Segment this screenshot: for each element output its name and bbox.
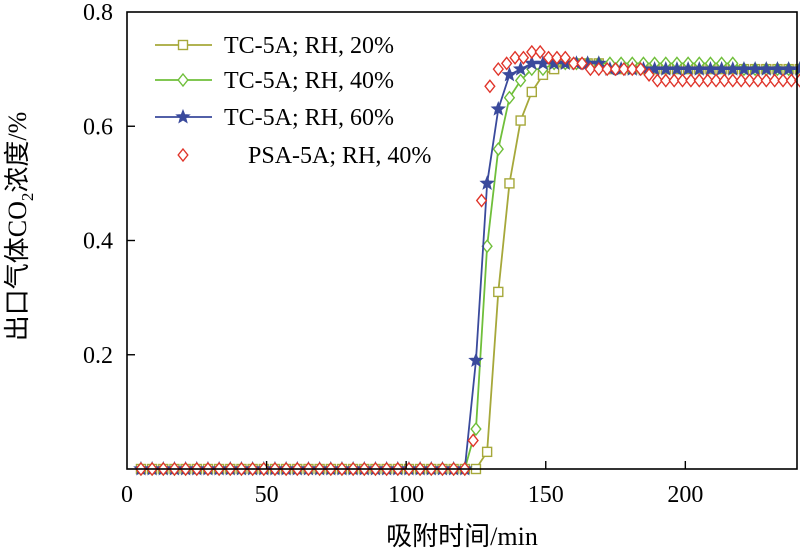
series-3-point-50: [634, 62, 647, 77]
series-3-point-37: [526, 44, 538, 60]
series-3-point-59: [710, 73, 722, 88]
series-3-point-38: [534, 44, 546, 60]
legend-item-tc5a-rh60: TC-5A; RH, 60%: [155, 105, 394, 131]
series-3-point-51: [643, 67, 655, 82]
x-tick-label-0: 0: [121, 482, 133, 508]
series-3-point-41: [559, 50, 571, 65]
series-3-point-43: [576, 56, 588, 71]
series-3-point-52: [651, 73, 664, 88]
series-3-point-67: [777, 73, 789, 88]
series-3-point-45: [593, 62, 605, 77]
legend-label-0: TC-5A; RH, 20%: [224, 33, 394, 59]
legend-item-psa5a-rh40: PSA-5A; RH, 40%: [177, 143, 431, 169]
y-tick-label-0.2: 0.2: [83, 343, 113, 369]
series-3-point-61: [727, 73, 739, 88]
series-3-point-54: [668, 73, 680, 88]
y-axis-title-subscript: 2: [18, 193, 37, 202]
series-0-point-34: [515, 115, 526, 126]
x-tick-label-100: 100: [388, 482, 424, 508]
series-3-point-46: [601, 62, 613, 77]
series-0-point-35: [526, 86, 537, 98]
series-1-point-33: [503, 90, 516, 105]
series-3-point-48: [618, 62, 630, 77]
series-1-point-34: [514, 73, 527, 88]
legend-label-1: TC-5A; RH, 40%: [224, 68, 394, 94]
x-tick-label-200: 200: [667, 482, 703, 508]
series-3-point-53: [660, 73, 672, 88]
series-3-point-44: [584, 62, 597, 77]
y-axis-title-prefix: 出口气体CO: [3, 201, 32, 341]
series-2-point-34: [512, 61, 529, 76]
legend-item-tc5a-rh40: TC-5A; RH, 40%: [155, 68, 394, 94]
series-3-point-49: [626, 62, 638, 77]
series-3-point-63: [743, 73, 756, 88]
legend-sample-1: [155, 72, 212, 88]
series-3-point-56: [685, 73, 697, 88]
x-tick-label-150: 150: [528, 482, 564, 508]
series-3-point-66: [768, 73, 781, 88]
series-3-point-34: [500, 56, 513, 71]
series-3-point-39: [542, 50, 555, 65]
series-0-point-33: [504, 178, 515, 189]
legend-label-2: TC-5A; RH, 60%: [224, 105, 394, 131]
series-0-point-32: [493, 286, 504, 298]
series-2-point-33: [501, 66, 518, 82]
legend-item-tc5a-rh20: TC-5A; RH, 20%: [155, 33, 394, 59]
series-3-point-35: [509, 50, 521, 65]
legend-sample-0: [155, 39, 212, 51]
series-0-point-31: [481, 446, 493, 458]
series-2-point-30: [468, 352, 484, 368]
y-tick-label-0.4: 0.4: [83, 229, 113, 255]
series-3-point-40: [551, 50, 563, 65]
legend: TC-5A; RH, 20% TC-5A; RH, 40% TC-5A; RH,…: [155, 33, 431, 169]
legend-sample-3: [177, 147, 189, 163]
y-axis-title-suffix: 浓度/%: [3, 112, 32, 193]
legend-marker-0: [177, 39, 189, 51]
series-3-point-58: [701, 73, 714, 88]
series-2-point-31: [479, 175, 495, 190]
series-2-point-32: [490, 100, 507, 116]
series-3-point-65: [760, 73, 772, 88]
series-3-point-47: [609, 62, 622, 77]
series-3-point-31: [475, 193, 488, 208]
series-3-point-30: [467, 433, 479, 448]
series-3-point-57: [693, 73, 705, 88]
series-3-point-36: [517, 50, 530, 65]
legend-label-3: PSA-5A; RH, 40%: [248, 143, 431, 169]
series-3-point-55: [676, 73, 689, 88]
series-1-point-32: [492, 141, 504, 157]
series-3-point-32: [484, 79, 496, 94]
legend-marker-3: [177, 147, 189, 163]
ticks-layer: 0 50 100 150 200 0.2 0.4 0.6 0.8: [83, 0, 703, 508]
y-tick-label-0.6: 0.6: [83, 114, 113, 140]
series-3-point-42: [567, 56, 580, 71]
series-3-point-64: [752, 73, 764, 88]
legend-sample-2: [155, 108, 212, 124]
series-1-point-30: [470, 421, 482, 437]
legend-marker-2: [175, 108, 191, 124]
y-tick-label-0.8: 0.8: [83, 0, 113, 26]
x-axis-title: 吸附时间/min: [386, 522, 538, 551]
legend-marker-1: [177, 72, 189, 88]
x-tick-label-50: 50: [255, 482, 279, 508]
series-3-point-68: [785, 73, 798, 88]
series-3-point-60: [718, 73, 731, 88]
series-3-point-33: [492, 62, 504, 77]
series-3-point-62: [735, 73, 747, 88]
y-axis-title: 出口气体CO2浓度/%: [3, 112, 37, 342]
